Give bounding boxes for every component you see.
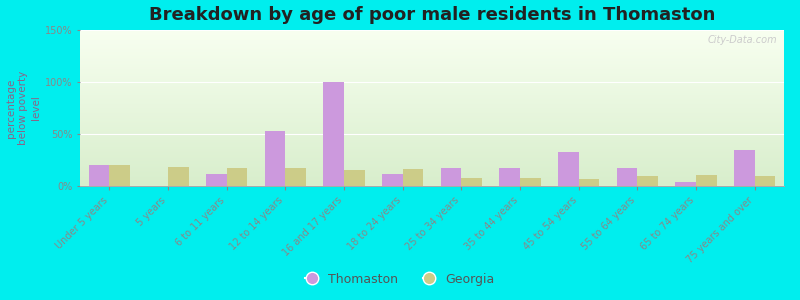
Bar (286, 168, 306, 186)
Bar (323, 82, 344, 186)
Bar (617, 168, 638, 186)
Bar (578, 179, 599, 186)
Bar (696, 175, 717, 186)
Bar (265, 131, 286, 186)
Title: Breakdown by age of poor male residents in Thomaston: Breakdown by age of poor male residents … (149, 6, 715, 24)
Bar (754, 176, 775, 186)
Bar (89, 165, 110, 186)
Bar (344, 170, 365, 186)
Bar (675, 182, 696, 186)
Bar (168, 167, 189, 186)
Bar (226, 168, 247, 186)
Text: City-Data.com: City-Data.com (707, 35, 777, 45)
Bar (441, 168, 462, 186)
Bar (110, 165, 130, 186)
Bar (206, 173, 226, 186)
Bar (462, 178, 482, 186)
Bar (638, 176, 658, 186)
Bar (402, 169, 423, 186)
Legend: Thomaston, Georgia: Thomaston, Georgia (300, 268, 500, 291)
Bar (520, 178, 541, 186)
Bar (558, 152, 578, 186)
Bar (382, 173, 402, 186)
Bar (734, 150, 754, 186)
Y-axis label: percentage
below poverty
level: percentage below poverty level (6, 71, 41, 145)
Bar (499, 168, 520, 186)
